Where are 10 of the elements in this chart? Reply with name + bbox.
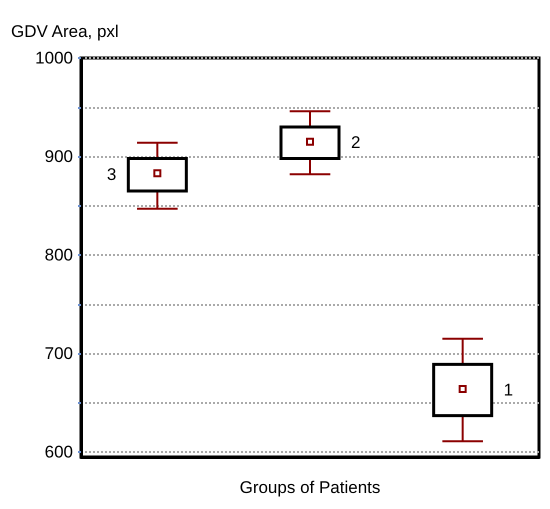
y-tick-label: 800 <box>44 246 73 265</box>
y-tick-label: 700 <box>44 344 73 364</box>
annotation: 3 <box>106 165 116 184</box>
y-axis-title: GDV Area, pxl <box>11 22 119 41</box>
y-tick-label: 1000 <box>35 48 73 68</box>
y-tick-label: 600 <box>44 442 73 462</box>
y-tick-label: 900 <box>44 147 73 166</box>
annotation: 2 <box>351 133 360 152</box>
x-axis-title: Groups of Patients <box>240 478 380 497</box>
annotation: 1 <box>504 380 514 400</box>
